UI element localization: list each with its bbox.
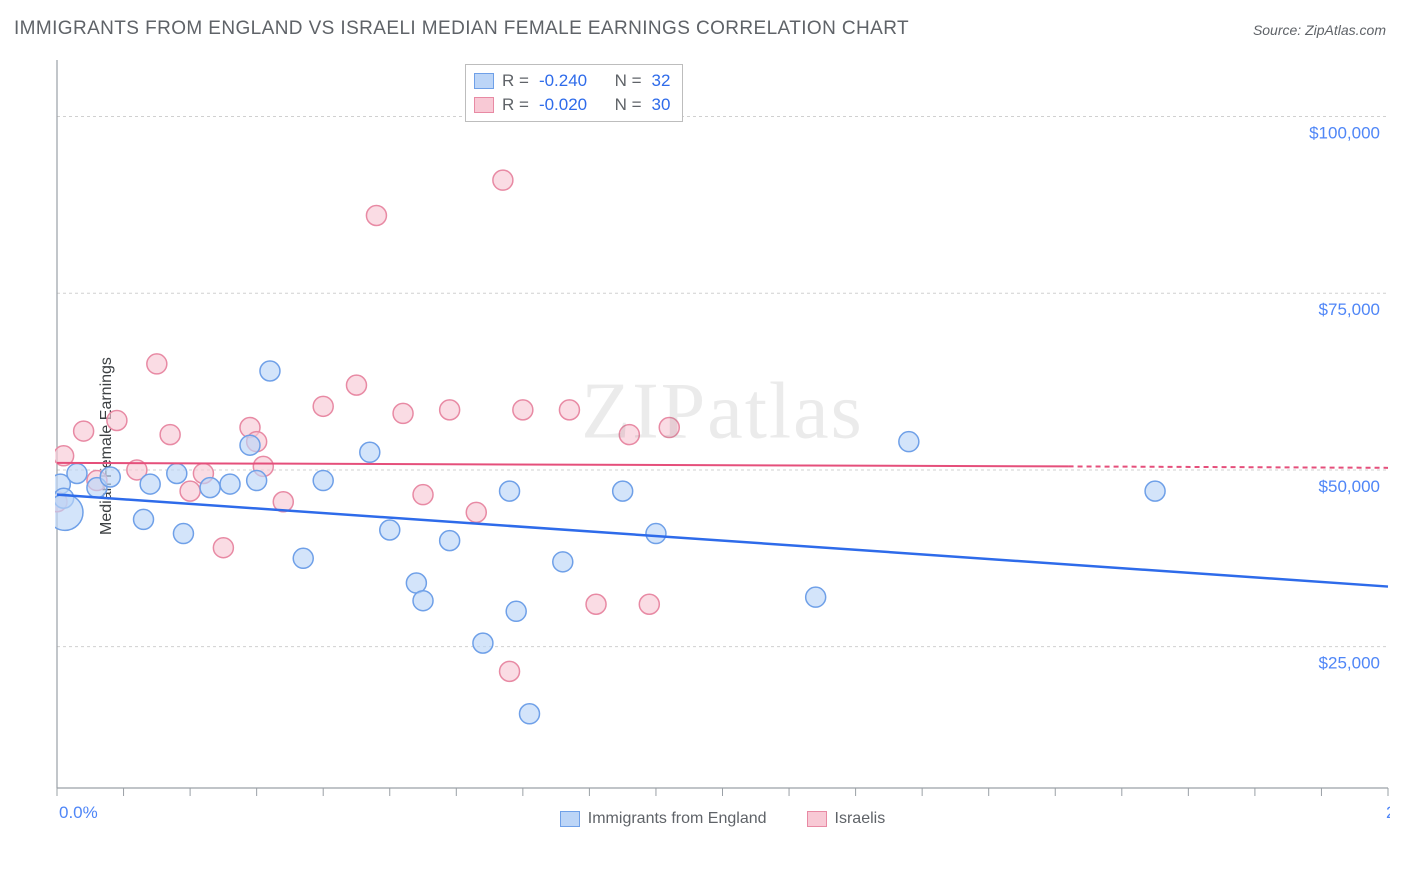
n-value-a: 32: [652, 69, 671, 93]
source-name: ZipAtlas.com: [1305, 22, 1386, 38]
r-value-a: -0.240: [539, 69, 587, 93]
r-label: R =: [502, 69, 529, 93]
swatch-series-b: [474, 97, 494, 113]
source-prefix: Source:: [1253, 22, 1305, 38]
n-label: N =: [615, 69, 642, 93]
source-attribution: Source: ZipAtlas.com: [1253, 22, 1386, 38]
stats-row-series-a: R = -0.240 N = 32: [474, 69, 672, 93]
r-value-b: -0.020: [539, 93, 587, 117]
svg-text:$75,000: $75,000: [1319, 300, 1380, 319]
svg-text:$100,000: $100,000: [1309, 124, 1380, 143]
r-label: R =: [502, 93, 529, 117]
stats-row-series-b: R = -0.020 N = 30: [474, 93, 672, 117]
legend-item-a: Immigrants from England: [560, 810, 767, 828]
plot-area: $25,000$50,000$75,000$100,0000.0%20.0% Z…: [55, 58, 1390, 828]
legend-label-b: Israelis: [835, 810, 886, 828]
scatter-chart: $25,000$50,000$75,000$100,0000.0%20.0%: [55, 58, 1390, 828]
n-value-b: 30: [652, 93, 671, 117]
legend-label-a: Immigrants from England: [588, 810, 767, 828]
chart-title: IMMIGRANTS FROM ENGLAND VS ISRAELI MEDIA…: [14, 18, 909, 40]
n-label: N =: [615, 93, 642, 117]
svg-text:$50,000: $50,000: [1319, 477, 1380, 496]
swatch-series-b: [807, 811, 827, 827]
swatch-series-a: [560, 811, 580, 827]
svg-text:$25,000: $25,000: [1319, 654, 1380, 673]
legend-item-b: Israelis: [807, 810, 886, 828]
correlation-stats-box: R = -0.240 N = 32 R = -0.020 N = 30: [465, 64, 683, 122]
series-legend: Immigrants from England Israelis: [55, 810, 1390, 828]
swatch-series-a: [474, 73, 494, 89]
